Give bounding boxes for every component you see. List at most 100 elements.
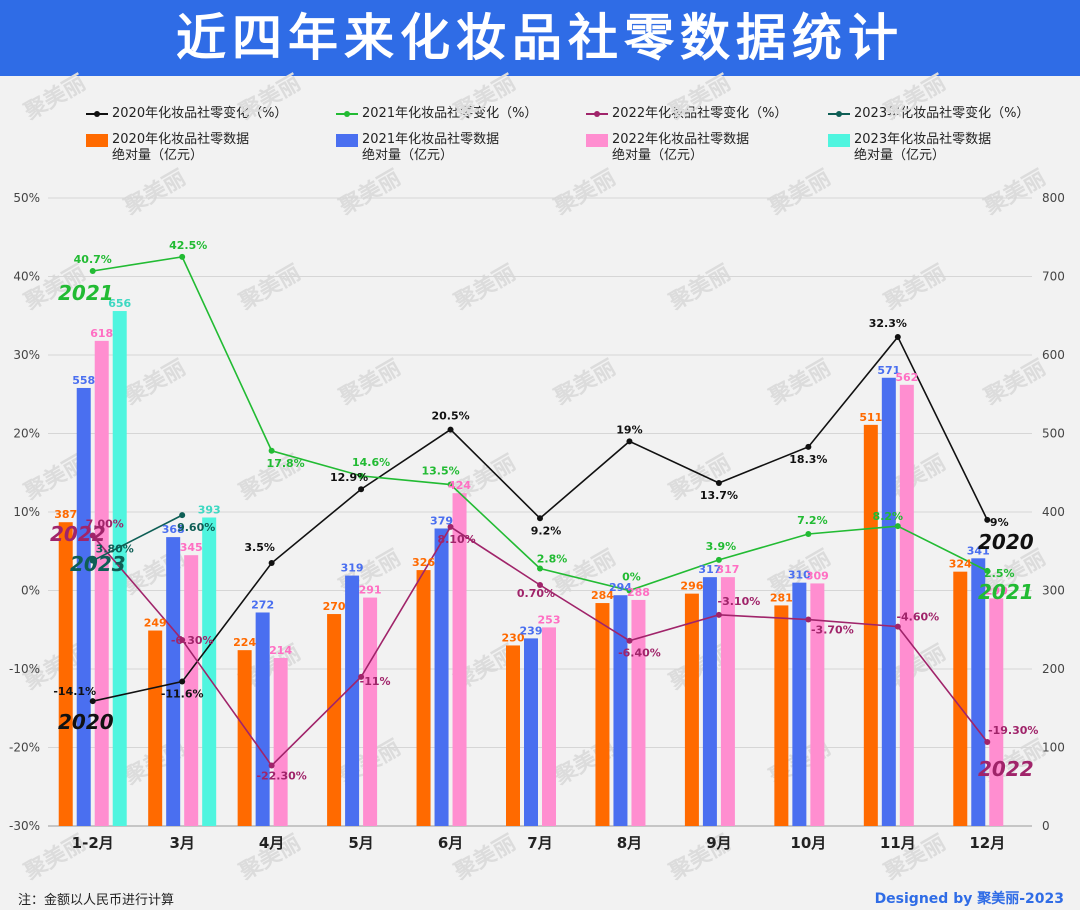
line-point-2022 bbox=[358, 673, 365, 680]
line-value-label: 18.3% bbox=[789, 453, 827, 466]
x-tick-label: 11月 bbox=[880, 834, 916, 852]
line-value-label: 42.5% bbox=[169, 239, 207, 252]
bar-value-label: 571 bbox=[877, 364, 900, 377]
watermark-text: 聚美丽 bbox=[449, 260, 520, 316]
line-point-2022 bbox=[89, 532, 96, 539]
line-point-2021 bbox=[447, 481, 454, 488]
line-point-2021 bbox=[626, 587, 633, 594]
watermark-text: 聚美丽 bbox=[664, 70, 735, 126]
line-point-2022 bbox=[715, 611, 722, 618]
line-point-2020 bbox=[447, 426, 454, 433]
bar-value-label: 239 bbox=[520, 624, 543, 637]
series-year-tag: 2021 bbox=[978, 580, 1034, 604]
bar-2023 bbox=[202, 517, 217, 826]
line-value-label: -22.30% bbox=[256, 770, 306, 783]
x-tick-label: 8月 bbox=[617, 834, 642, 852]
bar-2020 bbox=[684, 593, 699, 826]
bar-value-label: 319 bbox=[341, 562, 364, 575]
line-value-label: 13.5% bbox=[421, 465, 459, 478]
y-left-tick-label: -30% bbox=[9, 819, 40, 833]
line-point-2021 bbox=[805, 530, 812, 537]
bar-value-label: 368 bbox=[162, 523, 185, 536]
watermark-text: 聚美丽 bbox=[879, 260, 950, 316]
line-value-label: -14.1% bbox=[53, 685, 96, 698]
x-tick-label: 6月 bbox=[438, 834, 463, 852]
line-value-label: -3.10% bbox=[718, 595, 761, 608]
bar-value-label: 387 bbox=[54, 508, 77, 521]
bar-value-label: 317 bbox=[698, 563, 721, 576]
bar-2020 bbox=[506, 645, 520, 826]
bar-2022 bbox=[720, 577, 735, 826]
bar-value-label: 393 bbox=[198, 503, 221, 516]
line-point-2020 bbox=[268, 560, 275, 567]
watermark-text: 聚美丽 bbox=[549, 355, 620, 411]
line-point-2023 bbox=[179, 512, 186, 519]
line-value-label: 13.7% bbox=[700, 489, 738, 502]
line-value-label: -11.6% bbox=[161, 688, 204, 701]
bar-2022 bbox=[184, 555, 199, 826]
line-value-label: -11% bbox=[360, 675, 391, 688]
line-2023 bbox=[92, 514, 183, 562]
watermark-text: 聚美丽 bbox=[449, 70, 520, 126]
watermark-text: 聚美丽 bbox=[334, 165, 405, 221]
line-value-label: 40.7% bbox=[74, 253, 112, 266]
title-banner: 近四年来化妆品社零数据统计 bbox=[0, 0, 1080, 76]
line-value-label: 9% bbox=[990, 516, 1009, 529]
line-point-2020 bbox=[358, 486, 365, 493]
y-right-tick-label: 600 bbox=[1042, 348, 1065, 362]
bar-2021 bbox=[434, 528, 449, 826]
series-year-tag: 2021 bbox=[58, 281, 114, 305]
bar-value-label: 294 bbox=[609, 581, 632, 594]
x-tick-label: 5月 bbox=[348, 834, 373, 852]
y-left-tick-label: -20% bbox=[9, 741, 40, 755]
bar-2022 bbox=[899, 384, 914, 826]
bar-2020 bbox=[237, 650, 252, 826]
watermark-text: 聚美丽 bbox=[979, 355, 1050, 411]
watermark-text: 聚美丽 bbox=[879, 70, 950, 126]
series-year-tag: 2023 bbox=[70, 552, 126, 576]
y-left-tick-label: -10% bbox=[9, 662, 40, 676]
bar-value-label: 341 bbox=[967, 544, 990, 557]
watermark-text: 聚美丽 bbox=[334, 355, 405, 411]
bar-2022 bbox=[631, 599, 646, 826]
watermark-text: 聚美丽 bbox=[234, 260, 305, 316]
bar-value-label: 310 bbox=[788, 569, 811, 582]
watermark-text: 聚美丽 bbox=[979, 165, 1050, 221]
bar-2021 bbox=[792, 582, 807, 826]
line-point-2020 bbox=[715, 479, 722, 486]
line-point-2022 bbox=[626, 637, 633, 644]
x-tick-label: 9月 bbox=[706, 834, 731, 852]
line-value-label: 2.8% bbox=[537, 553, 568, 566]
line-value-label: 3.9% bbox=[706, 540, 737, 553]
x-tick-label: 4月 bbox=[259, 834, 284, 852]
bar-2020 bbox=[953, 571, 968, 826]
bar-value-label: 317 bbox=[716, 563, 739, 576]
line-point-2022 bbox=[179, 636, 186, 643]
y-left-tick-label: 30% bbox=[13, 348, 40, 362]
line-value-label: 14.6% bbox=[352, 456, 390, 469]
bar-2021 bbox=[255, 612, 270, 826]
bar-value-label: 253 bbox=[538, 613, 561, 626]
line-value-label: -6.40% bbox=[618, 647, 661, 660]
line-point-2021 bbox=[715, 556, 722, 563]
y-left-tick-label: 0% bbox=[21, 584, 40, 598]
x-tick-label: 12月 bbox=[969, 834, 1005, 852]
series-year-tag: 2020 bbox=[58, 710, 114, 734]
line-point-2020 bbox=[179, 678, 186, 685]
line-value-label: 3.5% bbox=[244, 541, 275, 554]
bar-2020 bbox=[327, 614, 342, 826]
line-point-2021 bbox=[537, 565, 543, 572]
bar-2020 bbox=[416, 570, 431, 826]
watermark-text: 聚美丽 bbox=[764, 355, 835, 411]
line-value-label: 9.60% bbox=[177, 521, 215, 534]
y-left-tick-label: 50% bbox=[13, 191, 40, 205]
bar-2021 bbox=[881, 377, 896, 826]
watermark-text: 聚美丽 bbox=[549, 165, 620, 221]
line-value-label: 8.2% bbox=[873, 510, 904, 523]
line-value-label: 7.2% bbox=[797, 514, 828, 527]
series-year-tag: 2022 bbox=[978, 757, 1034, 781]
series-year-tag: 2022 bbox=[50, 522, 106, 546]
line-value-label: -19.30% bbox=[988, 724, 1038, 737]
line-point-2020 bbox=[894, 333, 901, 340]
bar-2021 bbox=[166, 537, 181, 826]
